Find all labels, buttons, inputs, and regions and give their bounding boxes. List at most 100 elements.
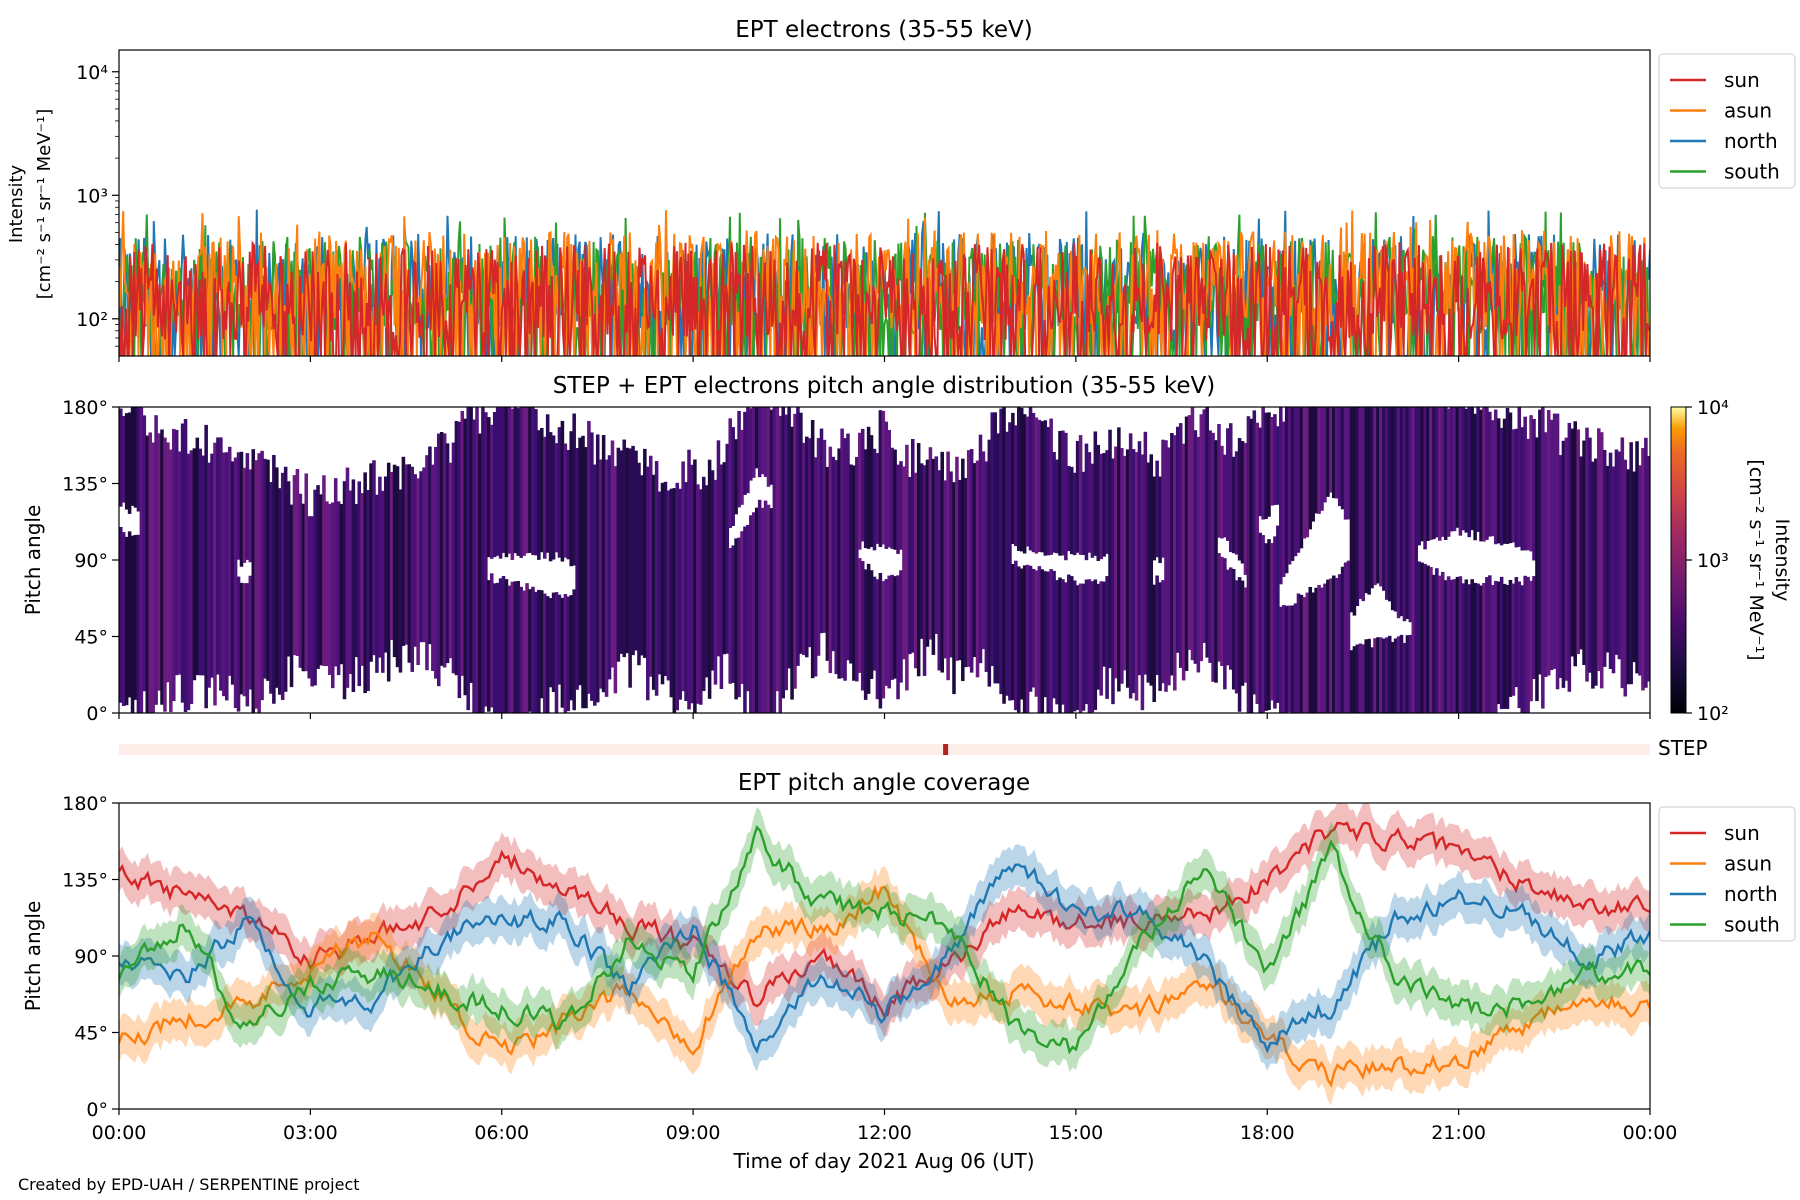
heatmap-column	[896, 464, 900, 554]
heatmap-column	[1281, 421, 1286, 578]
heatmap-column	[802, 442, 806, 656]
heatmap-column	[1273, 536, 1277, 709]
heatmap-column	[1355, 644, 1360, 713]
heatmap-column	[984, 461, 989, 672]
heatmap-column	[469, 407, 473, 683]
heatmap-column	[1096, 583, 1101, 690]
heatmap-column	[1320, 407, 1324, 511]
heatmap-column	[1178, 423, 1183, 668]
heatmap-column	[1234, 580, 1239, 694]
step-marker	[943, 744, 949, 755]
heatmap-column	[1373, 638, 1377, 713]
heatmap-column	[1308, 586, 1313, 713]
heatmap-column	[1267, 412, 1271, 517]
heatmap-column	[1405, 635, 1410, 713]
heatmap-column	[746, 524, 750, 692]
heatmap-column	[1314, 407, 1318, 514]
heatmap-column	[763, 407, 768, 477]
heatmap-column	[1075, 440, 1080, 553]
heatmap-column	[1223, 558, 1227, 690]
heatmap-column	[1526, 438, 1530, 551]
heatmap-column	[1019, 568, 1024, 700]
heatmap-column	[866, 563, 871, 694]
heatmap-column	[1199, 414, 1204, 662]
heatmap-column	[866, 426, 871, 549]
pad-axes-frame	[118, 406, 1651, 714]
heatmap-column	[593, 464, 597, 706]
footer-credit: Created by EPD-UAH / SERPENTINE project	[18, 1175, 360, 1194]
heatmap-column	[1120, 448, 1124, 684]
intensity-axes-frame	[118, 49, 1651, 357]
heatmap-column	[1158, 582, 1162, 691]
heatmap-column	[1220, 445, 1224, 539]
heatmap-column	[183, 419, 188, 713]
heatmap-column	[1072, 580, 1077, 712]
heatmap-column	[1367, 407, 1371, 595]
heatmap-column	[1067, 574, 1071, 713]
heatmap-column	[566, 449, 571, 560]
heatmap-column	[601, 435, 606, 693]
heatmap-column	[528, 407, 532, 553]
heatmap-column	[233, 457, 238, 709]
heatmap-column	[507, 407, 512, 554]
heatmap-column	[1479, 409, 1483, 542]
heatmap-column	[1317, 584, 1321, 713]
heatmap-column	[1367, 638, 1371, 713]
heatmap-column	[548, 432, 553, 562]
heatmap-column	[763, 500, 768, 713]
heatmap-column	[978, 434, 983, 664]
heatmap-column	[1064, 432, 1068, 561]
heatmap-column	[819, 428, 824, 634]
heatmap-column	[1281, 605, 1286, 713]
heatmap-column	[1438, 407, 1442, 541]
heatmap-column	[1523, 575, 1527, 713]
legend-label-sun: sun	[1724, 68, 1760, 92]
heatmap-column	[1069, 576, 1074, 713]
coverage-legend[interactable]: sun asun north south	[1658, 806, 1796, 942]
heatmap-column	[1461, 583, 1466, 713]
colorbar-label-units: [cm⁻² s⁻¹ sr⁻¹ MeV⁻¹]	[1745, 459, 1767, 660]
heatmap-column	[1385, 407, 1389, 600]
heatmap-column	[1393, 638, 1398, 713]
heatmap-column	[1052, 451, 1056, 553]
x-axis-label: Time of day 2021 Aug 06 (UT)	[732, 1149, 1034, 1173]
heatmap-column	[1167, 447, 1171, 686]
heatmap-column	[672, 488, 677, 713]
intensity-legend[interactable]: sun asun north south	[1658, 53, 1796, 189]
heatmap-column	[407, 464, 412, 663]
heatmap-column	[1243, 442, 1248, 575]
heatmap-column	[1102, 581, 1106, 667]
pad-title: STEP + EPT electrons pitch angle distrib…	[553, 373, 1215, 399]
heatmap-column	[525, 583, 529, 713]
heatmap-column	[1564, 437, 1569, 681]
heatmap-column	[1202, 409, 1207, 643]
heatmap-column	[1346, 407, 1351, 520]
heatmap-column	[781, 407, 785, 699]
heatmap-column	[1455, 407, 1460, 528]
heatmap-column	[1387, 407, 1392, 602]
heatmap-column	[1276, 525, 1280, 703]
heatmap-column	[557, 427, 562, 558]
heatmap-column	[1635, 441, 1639, 674]
heatmap-column	[646, 466, 650, 701]
heatmap-column	[1152, 476, 1156, 561]
heatmap-column	[1432, 407, 1436, 540]
heatmap-column	[1452, 579, 1457, 713]
x-tick-label: 18:00	[1240, 1122, 1295, 1144]
heatmap-column	[1638, 465, 1642, 676]
heatmap-column	[224, 452, 229, 701]
heatmap-column	[1114, 446, 1118, 679]
intensity-yticks: 10² 10³ 10⁴	[76, 62, 119, 347]
heatmap-column	[919, 463, 924, 639]
heatmap-column	[495, 407, 500, 556]
heatmap-column	[510, 408, 515, 560]
heatmap-column	[681, 461, 685, 692]
heatmap-column	[1228, 423, 1233, 553]
heatmap-column	[360, 493, 364, 666]
heatmap-column	[1458, 407, 1463, 536]
heatmap-column	[1055, 580, 1059, 705]
heatmap-column	[993, 412, 997, 684]
heatmap-column	[816, 438, 821, 656]
heatmap-column	[769, 508, 774, 713]
heatmap-column	[1276, 426, 1280, 505]
